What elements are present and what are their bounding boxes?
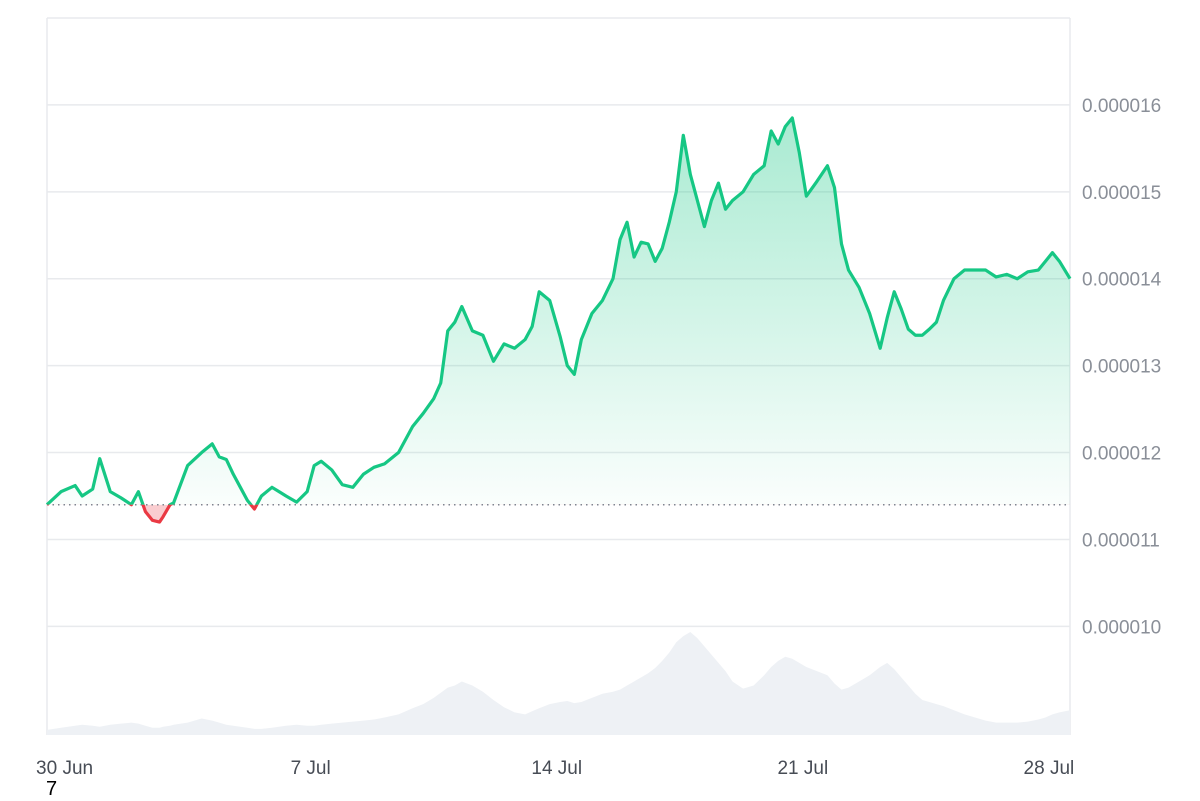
footnote: 7 (46, 778, 58, 800)
area-above-baseline (47, 117, 1070, 505)
x-tick-label: 30 Jun (36, 758, 93, 779)
y-tick-label: 0.000014 (1082, 270, 1162, 291)
y-tick-label: 0.000015 (1082, 183, 1161, 204)
price-line-up (45, 116, 1072, 505)
price-area-fills (47, 117, 1070, 523)
y-axis: 0.000010 0.000011 0.000012 0.000013 0.000014… (1082, 96, 1162, 638)
x-tick-label: 21 Jul (777, 758, 828, 779)
y-tick-label: 0.000012 (1082, 444, 1161, 465)
x-tick-label: 7 Jul (291, 758, 331, 779)
price-lines (45, 116, 1072, 524)
x-tick-label: 28 Jul (1024, 758, 1075, 779)
volume-shape (47, 632, 1070, 735)
y-tick-label: 0.000010 (1082, 617, 1161, 638)
y-tick-label: 0.000016 (1082, 96, 1161, 117)
area-below-baseline (47, 504, 1070, 523)
y-tick-label: 0.000011 (1082, 530, 1160, 551)
y-tick-label: 0.000013 (1082, 357, 1161, 378)
volume-area (47, 632, 1070, 735)
x-axis: 30 Jun 7 Jul 14 Jul 21 Jul 28 Jul (36, 758, 1074, 779)
x-tick-label: 14 Jul (531, 758, 582, 779)
